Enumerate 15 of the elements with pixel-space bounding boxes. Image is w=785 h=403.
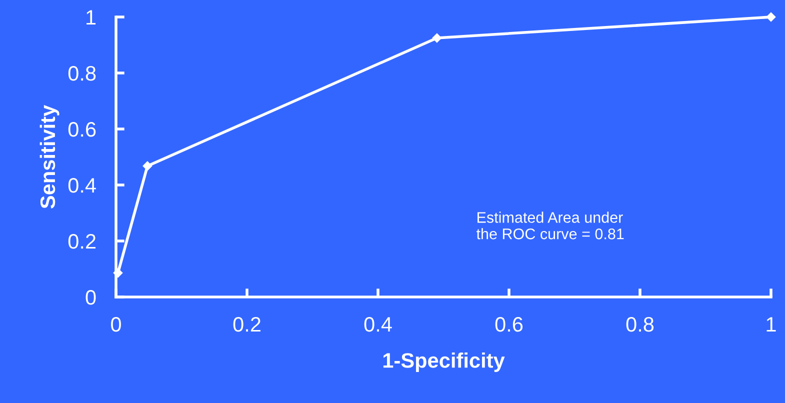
y-tick-label: 0.2 — [68, 234, 96, 249]
x-tick-label: 0.8 — [626, 316, 654, 332]
y-tick-label: 0.6 — [68, 122, 96, 137]
y-axis-title: Sensitivity — [40, 105, 60, 208]
y-tick-label: 0 — [86, 290, 96, 305]
x-tick-label: 0.4 — [364, 316, 392, 332]
x-tick-label: 0.2 — [233, 316, 260, 332]
x-tick-label: 1 — [766, 317, 776, 332]
y-tick-label: 0.8 — [68, 66, 96, 81]
x-tick-label: 0 — [111, 316, 121, 332]
annotation: Estimated Area under the ROC curve = 0.81 — [476, 212, 624, 240]
y-tick-label: 1 — [86, 10, 96, 25]
x-axis-title: 1-Specificity — [383, 352, 505, 372]
x-tick-label: 0.6 — [495, 316, 523, 332]
y-tick-label: 0.4 — [68, 178, 96, 193]
